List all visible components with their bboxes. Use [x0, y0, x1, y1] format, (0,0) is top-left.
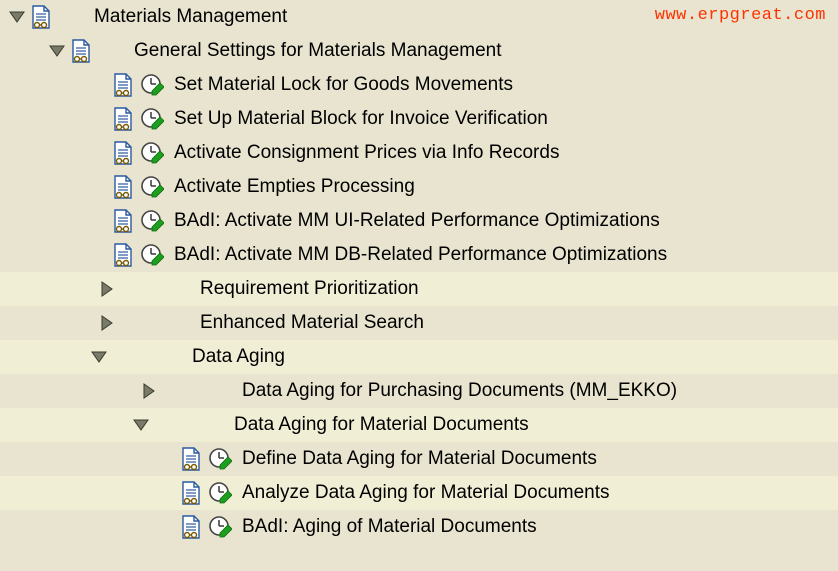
tree-row[interactable]: Set Up Material Block for Invoice Verifi… [0, 102, 838, 136]
tree-node-label[interactable]: Requirement Prioritization [200, 278, 419, 300]
tree-node-label[interactable]: Define Data Aging for Material Documents [242, 448, 597, 470]
tree-row[interactable]: General Settings for Materials Managemen… [0, 34, 838, 68]
tree-node-label[interactable]: General Settings for Materials Managemen… [134, 40, 502, 62]
indent-spacer [0, 323, 98, 324]
tree-row[interactable]: Data Aging for Material Documents [0, 408, 838, 442]
activity-clock-icon[interactable] [208, 481, 232, 505]
indent-spacer [0, 221, 112, 222]
indent-spacer [0, 119, 112, 120]
tree-row[interactable]: Analyze Data Aging for Material Document… [0, 476, 838, 510]
document-icon [180, 480, 202, 506]
tree-row[interactable]: Enhanced Material Search [0, 306, 838, 340]
label-gap [120, 323, 200, 324]
activity-clock-icon[interactable] [140, 141, 164, 165]
tree-node-label[interactable]: Set Material Lock for Goods Movements [174, 74, 513, 96]
activity-clock-icon[interactable] [140, 175, 164, 199]
tree-row[interactable]: Set Material Lock for Goods Movements [0, 68, 838, 102]
tree-node-label[interactable]: Materials Management [94, 6, 287, 28]
indent-spacer [0, 51, 48, 52]
label-gap [58, 17, 94, 18]
document-icon [112, 174, 134, 200]
tree-node-label[interactable]: Enhanced Material Search [200, 312, 424, 334]
document-icon [112, 72, 134, 98]
watermark-text: www.erpgreat.com [655, 6, 826, 25]
label-gap [162, 391, 242, 392]
document-icon [112, 140, 134, 166]
tree-row[interactable]: BAdI: Aging of Material Documents [0, 510, 838, 544]
document-icon [180, 446, 202, 472]
expand-open-icon[interactable] [132, 416, 150, 434]
expand-open-icon[interactable] [48, 42, 66, 60]
document-icon [180, 514, 202, 540]
expand-closed-icon[interactable] [98, 314, 116, 332]
indent-spacer [0, 391, 140, 392]
tree-node-label[interactable]: Analyze Data Aging for Material Document… [242, 482, 610, 504]
label-gap [98, 51, 134, 52]
tree-node-label[interactable]: Activate Consignment Prices via Info Rec… [174, 142, 559, 164]
tree-row[interactable]: Data Aging for Purchasing Documents (MM_… [0, 374, 838, 408]
tree-row[interactable]: Define Data Aging for Material Documents [0, 442, 838, 476]
tree-node-label[interactable]: Activate Empties Processing [174, 176, 415, 198]
document-icon [70, 38, 92, 64]
indent-spacer [0, 493, 180, 494]
indent-spacer [0, 357, 90, 358]
document-icon [112, 242, 134, 268]
indent-spacer [0, 425, 132, 426]
tree-node-label[interactable]: Data Aging [192, 346, 285, 368]
tree-row[interactable]: Activate Empties Processing [0, 170, 838, 204]
activity-clock-icon[interactable] [208, 515, 232, 539]
tree-node-label[interactable]: Set Up Material Block for Invoice Verifi… [174, 108, 548, 130]
tree-row[interactable]: Data Aging [0, 340, 838, 374]
tree-node-label[interactable]: BAdI: Activate MM UI-Related Performance… [174, 210, 660, 232]
expand-closed-icon[interactable] [140, 382, 158, 400]
indent-spacer [0, 255, 112, 256]
label-gap [120, 289, 200, 290]
indent-spacer [0, 187, 112, 188]
indent-spacer [0, 527, 180, 528]
document-icon [112, 106, 134, 132]
activity-clock-icon[interactable] [140, 209, 164, 233]
indent-spacer [0, 17, 8, 18]
tree-row[interactable]: BAdI: Activate MM UI-Related Performance… [0, 204, 838, 238]
document-icon [112, 208, 134, 234]
expand-open-icon[interactable] [90, 348, 108, 366]
tree-node-label[interactable]: BAdI: Aging of Material Documents [242, 516, 537, 538]
label-gap [112, 357, 192, 358]
indent-spacer [0, 459, 180, 460]
tree-row[interactable]: Requirement Prioritization [0, 272, 838, 306]
expand-closed-icon[interactable] [98, 280, 116, 298]
tree-node-label[interactable]: Data Aging for Material Documents [234, 414, 529, 436]
indent-spacer [0, 289, 98, 290]
indent-spacer [0, 85, 112, 86]
activity-clock-icon[interactable] [208, 447, 232, 471]
activity-clock-icon[interactable] [140, 243, 164, 267]
indent-spacer [0, 153, 112, 154]
document-icon [30, 4, 52, 30]
tree-node-label[interactable]: BAdI: Activate MM DB-Related Performance… [174, 244, 667, 266]
label-gap [154, 425, 234, 426]
tree-row[interactable]: BAdI: Activate MM DB-Related Performance… [0, 238, 838, 272]
expand-open-icon[interactable] [8, 8, 26, 26]
activity-clock-icon[interactable] [140, 73, 164, 97]
activity-clock-icon[interactable] [140, 107, 164, 131]
tree-row[interactable]: Activate Consignment Prices via Info Rec… [0, 136, 838, 170]
img-tree: Materials Management General Settings fo… [0, 0, 838, 544]
tree-node-label[interactable]: Data Aging for Purchasing Documents (MM_… [242, 380, 677, 402]
